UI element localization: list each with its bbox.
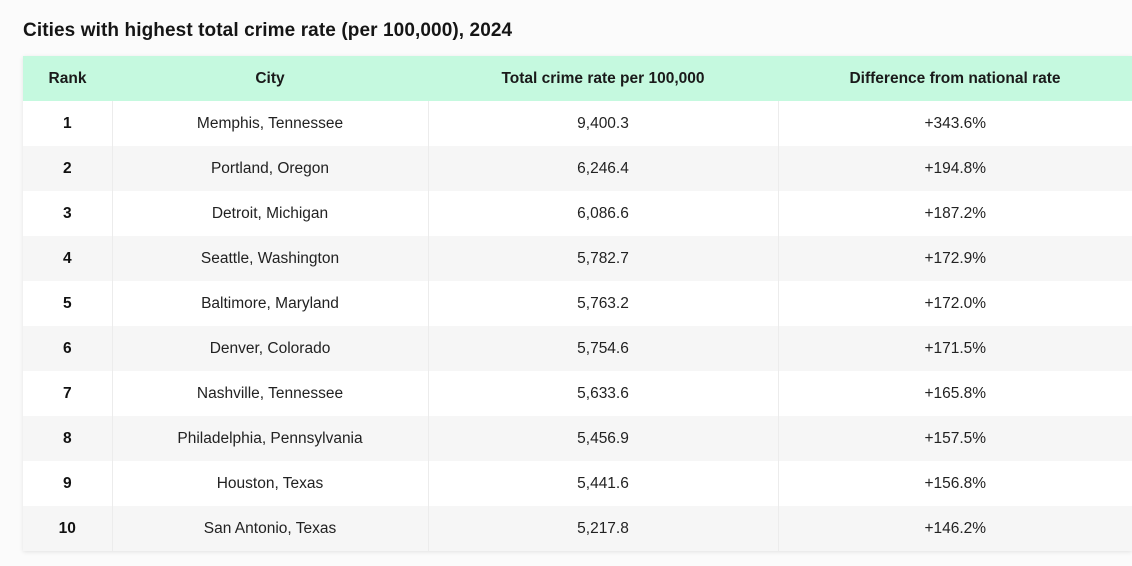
header-rank: Rank — [48, 69, 87, 87]
difference-cell: +172.0% — [777, 281, 1132, 326]
city-cell: Detroit, Michigan — [111, 191, 428, 236]
rate-cell: 5,754.6 — [427, 326, 778, 371]
difference-cell: +146.2% — [777, 506, 1132, 551]
rank-cell: 6 — [62, 339, 72, 357]
table-header: Rank City Total crime rate per 100,000 D… — [23, 56, 1132, 101]
header-city: City — [255, 69, 285, 87]
rank-cell: 9 — [62, 474, 72, 492]
rank-cell: 2 — [62, 159, 72, 177]
header-difference-national: Difference from national rate — [849, 69, 1061, 87]
city-cell: Houston, Texas — [111, 461, 428, 506]
table-row: 10 San Antonio, Texas 5,217.8 +146.2% — [23, 506, 1132, 551]
city-cell: Memphis, Tennessee — [111, 101, 428, 146]
city-cell: Baltimore, Maryland — [111, 281, 428, 326]
table-row: 1 Memphis, Tennessee 9,400.3 +343.6% — [23, 101, 1132, 146]
rate-cell: 5,441.6 — [427, 461, 778, 506]
rank-cell: 3 — [62, 204, 72, 222]
table-row: 9 Houston, Texas 5,441.6 +156.8% — [23, 461, 1132, 506]
difference-cell: +194.8% — [777, 146, 1132, 191]
rate-cell: 6,086.6 — [427, 191, 778, 236]
difference-cell: +156.8% — [777, 461, 1132, 506]
crime-rate-table: Rank City Total crime rate per 100,000 D… — [23, 56, 1132, 551]
header-total-crime-rate: Total crime rate per 100,000 — [501, 69, 705, 87]
table-body: 1 Memphis, Tennessee 9,400.3 +343.6% 2 P… — [23, 101, 1132, 551]
city-cell: Seattle, Washington — [111, 236, 428, 281]
city-cell: San Antonio, Texas — [111, 506, 428, 551]
table-row: 6 Denver, Colorado 5,754.6 +171.5% — [23, 326, 1132, 371]
rank-cell: 8 — [62, 429, 72, 447]
city-cell: Nashville, Tennessee — [111, 371, 428, 416]
rank-cell: 1 — [62, 114, 72, 132]
header-row: Rank City Total crime rate per 100,000 D… — [23, 56, 1132, 101]
difference-cell: +165.8% — [777, 371, 1132, 416]
rate-cell: 6,246.4 — [427, 146, 778, 191]
city-cell: Denver, Colorado — [111, 326, 428, 371]
city-cell: Portland, Oregon — [111, 146, 428, 191]
table-row: 3 Detroit, Michigan 6,086.6 +187.2% — [23, 191, 1132, 236]
table-row: 5 Baltimore, Maryland 5,763.2 +172.0% — [23, 281, 1132, 326]
table-row: 4 Seattle, Washington 5,782.7 +172.9% — [23, 236, 1132, 281]
rank-cell: 7 — [62, 384, 72, 402]
city-cell: Philadelphia, Pennsylvania — [111, 416, 428, 461]
table-row: 7 Nashville, Tennessee 5,633.6 +165.8% — [23, 371, 1132, 416]
rank-cell: 4 — [62, 249, 72, 267]
table-row: 2 Portland, Oregon 6,246.4 +194.8% — [23, 146, 1132, 191]
rate-cell: 5,763.2 — [427, 281, 778, 326]
rate-cell: 5,217.8 — [427, 506, 778, 551]
table-row: 8 Philadelphia, Pennsylvania 5,456.9 +15… — [23, 416, 1132, 461]
difference-cell: +171.5% — [777, 326, 1132, 371]
rank-cell: 5 — [62, 294, 72, 312]
difference-cell: +157.5% — [777, 416, 1132, 461]
rate-cell: 5,633.6 — [427, 371, 778, 416]
rate-cell: 5,456.9 — [427, 416, 778, 461]
difference-cell: +172.9% — [777, 236, 1132, 281]
rank-cell: 10 — [58, 519, 76, 537]
table-title: Cities with highest total crime rate (pe… — [23, 20, 513, 41]
rate-cell: 9,400.3 — [427, 101, 778, 146]
rate-cell: 5,782.7 — [427, 236, 778, 281]
difference-cell: +343.6% — [777, 101, 1132, 146]
difference-cell: +187.2% — [777, 191, 1132, 236]
